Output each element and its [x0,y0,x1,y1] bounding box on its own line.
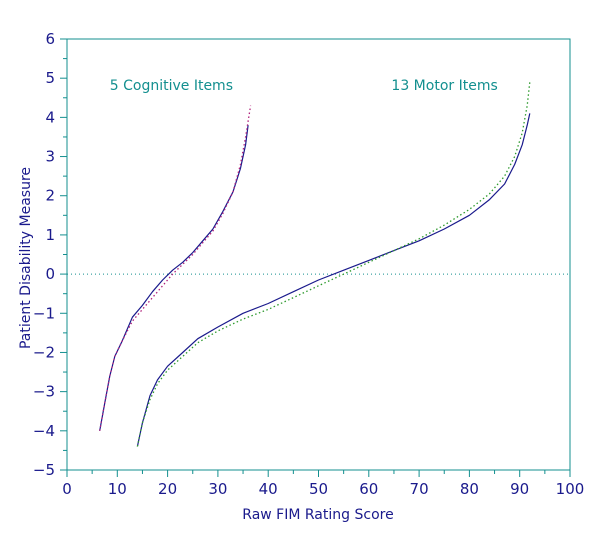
y-tick-label: 3 [45,148,55,166]
annotation-motor: 13 Motor Items [391,78,497,94]
x-tick-label: 50 [309,480,328,498]
axis-ticks [60,38,571,477]
x-tick-label: 100 [556,480,585,498]
series-cognitive-dotted [99,105,252,431]
x-tick-label: 40 [259,480,278,498]
series-motor-solid [136,113,531,447]
y-tick-label: 4 [45,108,55,126]
series-cognitive-solid [99,125,249,431]
x-tick-label: 70 [410,480,429,498]
plot-frame [66,38,571,471]
y-axis-title: Patient Disability Measure [18,167,34,349]
annotation-cognitive: 5 Cognitive Items [110,78,233,94]
x-tick-label: 60 [359,480,378,498]
x-tick-label: 20 [158,480,177,498]
y-tick-label: −3 [33,383,55,401]
series-lines [99,82,531,447]
x-tick-label: 30 [208,480,227,498]
x-tick-label: 90 [510,480,529,498]
series-motor-dotted [136,82,531,447]
x-tick-label: 80 [460,480,479,498]
y-tick-label: 2 [45,187,55,205]
y-tick-label: 6 [45,30,55,48]
y-tick-label: −1 [33,304,55,322]
y-tick-label: −5 [33,461,55,479]
axis-tick-labels: 0 10 20 30 40 50 60 70 80 90 100 −5 −4 −3 −2 −1 0 1 2 3 4 5 6 [33,30,584,498]
y-tick-label: 1 [45,226,55,244]
x-axis-title: Raw FIM Rating Score [242,507,393,523]
y-tick-label: −4 [33,422,55,440]
x-tick-label: 0 [62,480,72,498]
y-tick-label: −2 [33,343,55,361]
x-tick-label: 10 [108,480,127,498]
y-tick-label: 5 [45,69,55,87]
y-tick-label: 0 [45,265,55,283]
